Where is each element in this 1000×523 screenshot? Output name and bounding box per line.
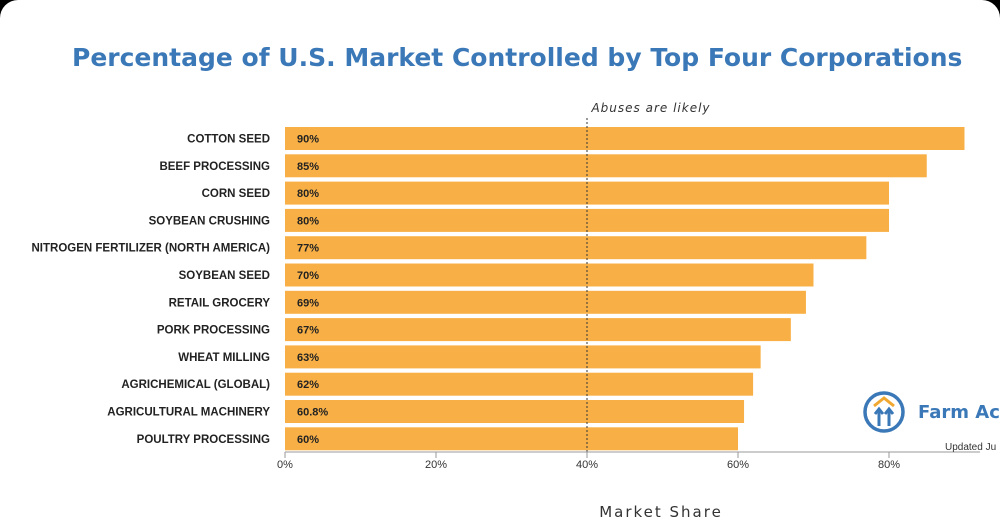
category-label: BEEF PROCESSING	[159, 161, 270, 173]
category-label: NITROGEN FERTILIZER (NORTH AMERICA)	[31, 243, 270, 255]
bar	[285, 345, 761, 369]
farm-action-logo: Farm Ac Updated Ju	[863, 391, 1000, 453]
value-label: 80%	[297, 188, 319, 200]
bar	[285, 400, 745, 423]
bar	[285, 290, 806, 314]
x-axis-label: Market Share	[599, 503, 723, 521]
bar	[285, 318, 791, 342]
bar	[285, 154, 927, 178]
x-tick-label: 80%	[878, 459, 900, 471]
value-label: 69%	[297, 297, 319, 309]
category-label: COTTON SEED	[187, 134, 270, 146]
value-label: 80%	[297, 215, 319, 227]
brand-name: Farm Ac	[918, 402, 1000, 423]
bar	[285, 427, 738, 451]
value-label: 85%	[297, 161, 319, 173]
bar	[285, 263, 814, 287]
x-tick-label: 40%	[576, 459, 598, 471]
value-label: 67%	[297, 325, 319, 337]
category-label: SOYBEAN CRUSHING	[149, 215, 270, 227]
threshold-annotation: Abuses are likely	[590, 101, 710, 115]
value-label: 60%	[297, 434, 319, 446]
logo-circle-icon	[863, 391, 905, 433]
value-label: 77%	[297, 243, 319, 255]
category-label: AGRICHEMICAL (GLOBAL)	[121, 379, 270, 391]
category-label: POULTRY PROCESSING	[137, 434, 270, 446]
category-label: SOYBEAN SEED	[179, 270, 270, 282]
chart-title: Percentage of U.S. Market Controlled by …	[72, 43, 962, 72]
value-label: 90%	[297, 134, 319, 146]
x-tick-label: 20%	[425, 459, 447, 471]
updated-note: Updated Ju	[945, 442, 996, 453]
bar	[285, 236, 867, 260]
bar	[285, 181, 889, 205]
value-label: 60.8%	[297, 407, 328, 419]
logo-chevron-icon	[873, 396, 895, 408]
category-label: PORK PROCESSING	[157, 325, 270, 337]
category-label: WHEAT MILLING	[178, 352, 270, 364]
x-tick-label: 60%	[727, 459, 749, 471]
x-tick-label: 0%	[277, 459, 293, 471]
bar	[285, 372, 754, 396]
category-label: AGRICULTURAL MACHINERY	[107, 407, 270, 419]
bar	[285, 127, 965, 150]
value-label: 70%	[297, 270, 319, 282]
value-label: 62%	[297, 379, 319, 391]
category-label: CORN SEED	[202, 188, 270, 200]
logo-arrows-icon	[873, 406, 895, 426]
category-label: RETAIL GROCERY	[169, 297, 271, 309]
value-label: 63%	[297, 352, 319, 364]
bar	[285, 208, 889, 232]
